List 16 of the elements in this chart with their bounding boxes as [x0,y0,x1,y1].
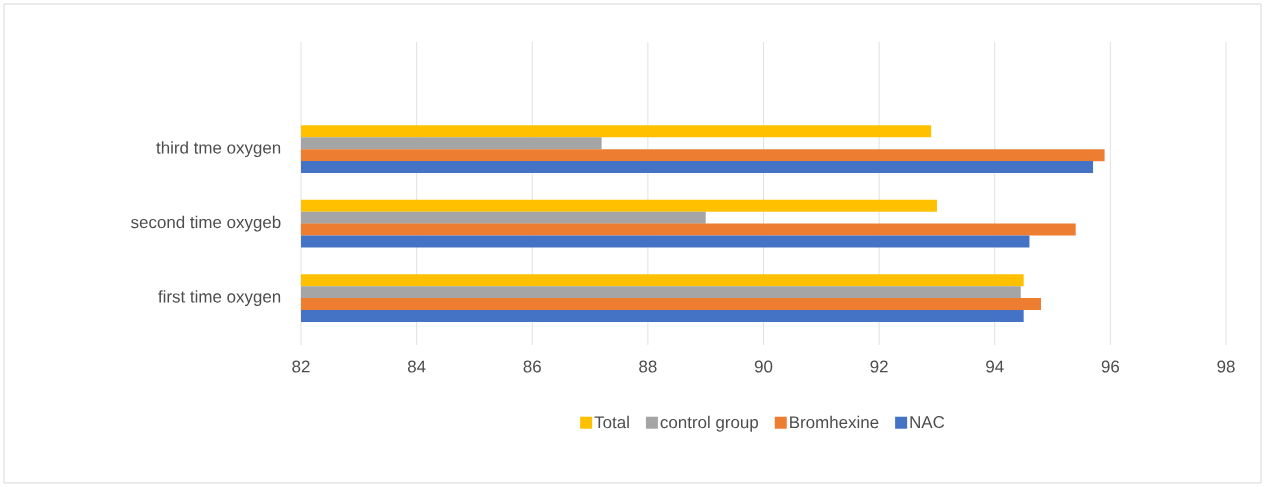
y-tick-label: third tme oxygen [156,141,281,158]
x-tick-label: 82 [292,360,310,373]
legend-label: Bromhexine [790,415,879,429]
x-tick-label: 84 [407,360,426,373]
legend-label: Total [594,415,629,429]
legend-label: NAC [910,416,945,429]
y-tick-label: first time oxygen [158,290,281,306]
y-tick-label: second time oxygeb [131,215,281,232]
x-tick-label: 90 [754,360,773,373]
x-tick-label: 96 [1101,360,1120,373]
x-tick-label: 88 [639,360,657,373]
legend-label: control group [660,415,759,432]
x-tick-label: 98 [1217,360,1235,373]
x-tick-label: 86 [523,360,541,373]
x-tick-label: 92 [870,360,888,373]
x-tick-label: 94 [986,360,1004,373]
